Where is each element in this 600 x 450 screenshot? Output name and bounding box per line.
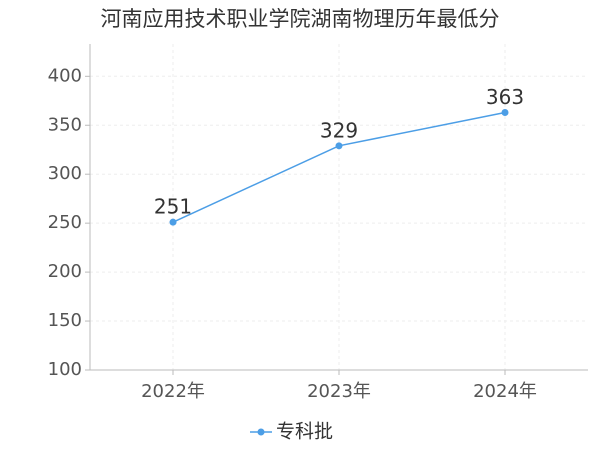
legend-label: 专科批 xyxy=(276,421,333,443)
data-label: 329 xyxy=(320,118,358,142)
y-tick-label: 300 xyxy=(48,163,82,184)
y-tick-label: 400 xyxy=(48,65,82,86)
y-tick-label: 100 xyxy=(48,359,82,380)
data-label: 251 xyxy=(154,195,192,219)
y-tick-label: 150 xyxy=(48,310,82,331)
legend-marker xyxy=(257,428,265,436)
y-tick-label: 350 xyxy=(48,114,82,135)
x-tick-label: 2022年 xyxy=(141,381,205,402)
point xyxy=(169,218,177,226)
y-tick-label: 200 xyxy=(48,261,82,282)
chart-title: 河南应用技术职业学院湖南物理历年最低分 xyxy=(101,7,500,31)
point xyxy=(501,109,509,117)
point xyxy=(335,142,343,150)
x-tick-label: 2024年 xyxy=(473,381,537,402)
x-tick-label: 2023年 xyxy=(307,381,371,402)
y-tick-label: 250 xyxy=(48,212,82,233)
data-label: 363 xyxy=(486,85,524,109)
